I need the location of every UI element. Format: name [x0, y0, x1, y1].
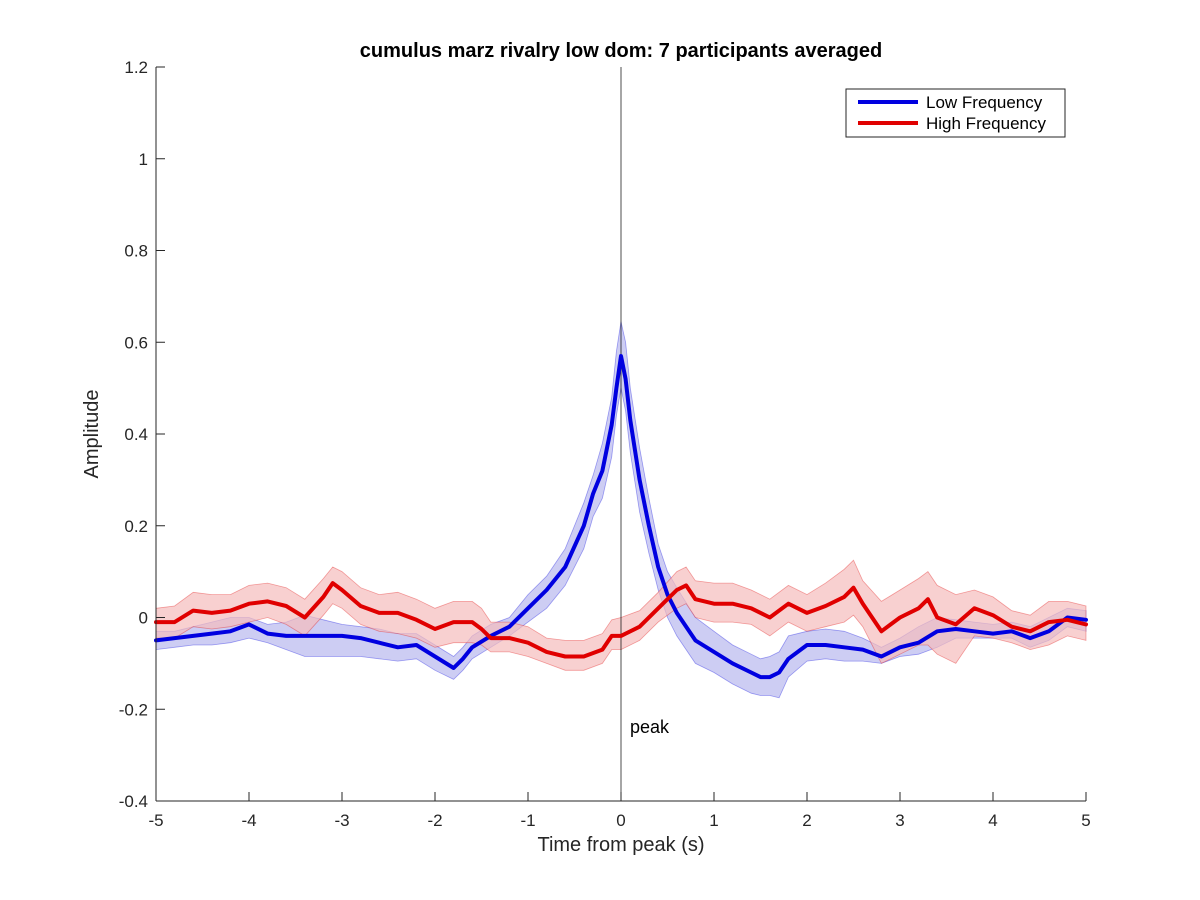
x-tick-label: 1 — [709, 811, 718, 830]
y-tick-label: 1 — [139, 150, 148, 169]
x-axis-ticks: -5 -4 -3 -2 -1 0 1 2 3 4 5 — [148, 792, 1091, 830]
y-tick-label: 1.2 — [124, 58, 148, 77]
y-axis-ticks: -0.4 -0.2 0 0.2 0.4 0.6 0.8 1 1.2 — [119, 58, 165, 811]
peak-annotation: peak — [630, 717, 670, 737]
legend-label-1: High Frequency — [926, 114, 1047, 133]
y-tick-label: 0.8 — [124, 242, 148, 261]
x-tick-label: 5 — [1081, 811, 1090, 830]
x-tick-label: -2 — [427, 811, 442, 830]
x-tick-label: 3 — [895, 811, 904, 830]
y-tick-label: 0 — [139, 609, 148, 628]
x-tick-label: 0 — [616, 811, 625, 830]
series-line-1 — [154, 581, 1088, 659]
y-tick-label: 0.6 — [124, 333, 148, 352]
legend-label-0: Low Frequency — [926, 93, 1043, 112]
x-tick-label: -3 — [334, 811, 349, 830]
x-tick-label: -1 — [520, 811, 535, 830]
x-axis-label: Time from peak (s) — [537, 834, 704, 856]
legend: Low Frequency High Frequency — [845, 88, 1066, 138]
y-tick-label: -0.4 — [119, 792, 148, 811]
x-tick-label: 2 — [802, 811, 811, 830]
chart-title: cumulus marz rivalry low dom: 7 particip… — [360, 40, 882, 62]
x-tick-label: 4 — [988, 811, 997, 830]
legend-box — [845, 88, 1066, 138]
x-tick-label: -5 — [148, 811, 163, 830]
y-tick-label: 0.4 — [124, 425, 148, 444]
y-tick-label: 0.2 — [124, 517, 148, 536]
y-tick-label: -0.2 — [119, 700, 148, 719]
series-line-0 — [154, 354, 1088, 680]
y-axis-label: Amplitude — [81, 390, 103, 479]
series-lines — [154, 354, 1088, 680]
x-tick-label: -4 — [241, 811, 256, 830]
